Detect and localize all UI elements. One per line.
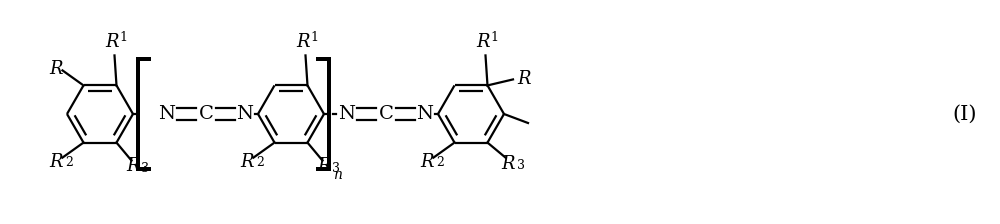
Text: R: R xyxy=(477,33,490,52)
Text: R: R xyxy=(106,33,119,52)
Text: R: R xyxy=(241,153,254,171)
Text: 3: 3 xyxy=(141,162,149,175)
Text: R: R xyxy=(518,70,531,88)
Text: R: R xyxy=(502,155,515,172)
Text: 1: 1 xyxy=(490,31,498,44)
Text: 1: 1 xyxy=(310,31,318,44)
Text: R: R xyxy=(421,153,434,171)
Text: R: R xyxy=(317,157,331,175)
Text: R: R xyxy=(126,157,140,175)
Text: 3: 3 xyxy=(518,159,526,172)
Text: 1: 1 xyxy=(120,31,128,44)
Text: N: N xyxy=(338,105,356,123)
Text: N: N xyxy=(159,105,176,123)
Text: R: R xyxy=(297,33,310,52)
Text: R: R xyxy=(50,60,63,78)
Text: 2: 2 xyxy=(436,156,444,169)
Text: C: C xyxy=(199,105,213,123)
Text: R: R xyxy=(50,153,63,171)
Text: C: C xyxy=(379,105,393,123)
Text: 3: 3 xyxy=(332,162,340,175)
Text: 2: 2 xyxy=(256,156,264,169)
Text: n: n xyxy=(333,168,342,182)
Text: N: N xyxy=(416,105,434,123)
Text: 2: 2 xyxy=(65,156,73,169)
Text: N: N xyxy=(237,105,254,123)
Text: (I): (I) xyxy=(953,105,977,123)
